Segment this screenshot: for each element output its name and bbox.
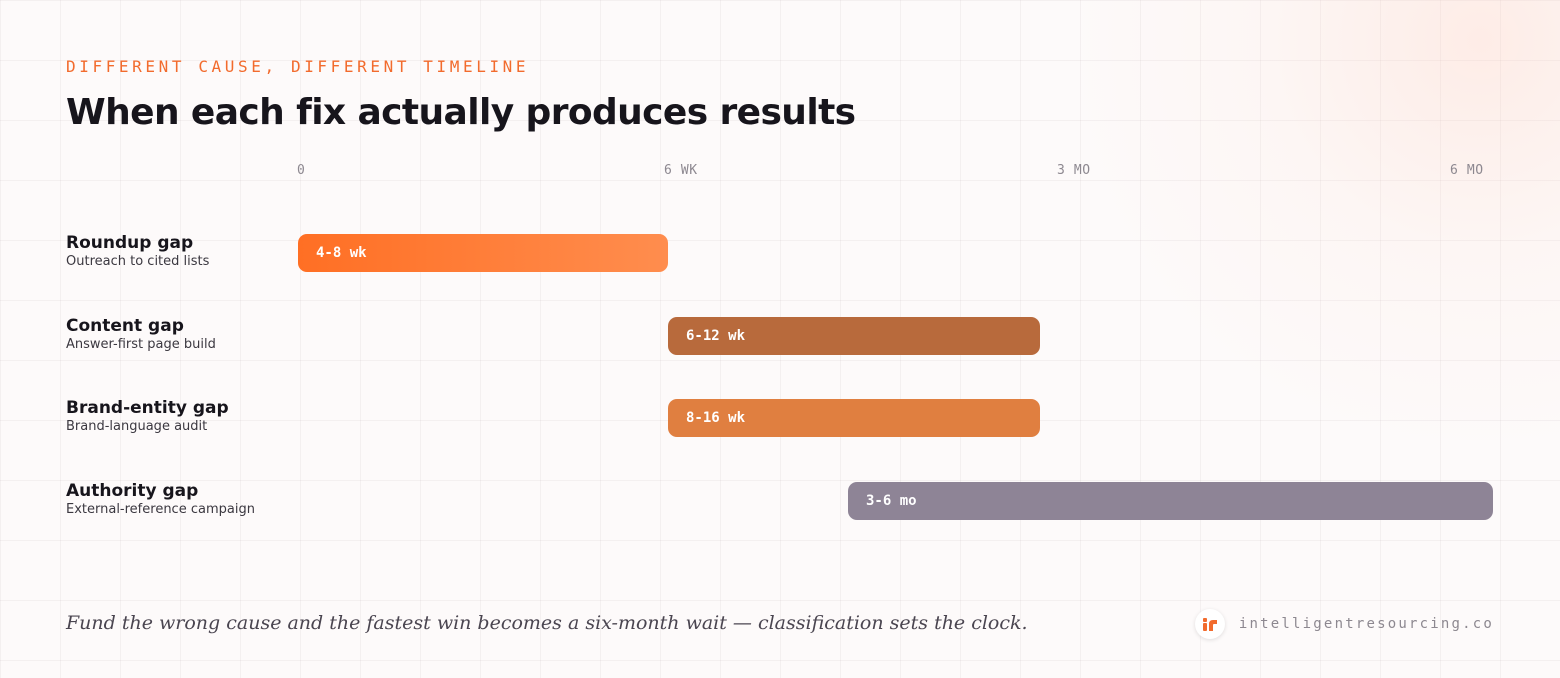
row-label-roundup: Roundup gap Outreach to cited lists xyxy=(66,233,209,269)
axis-tick-0: 0 xyxy=(297,163,306,178)
axis-tick-3: 6 MO xyxy=(1450,163,1484,178)
row-label-content: Content gap Answer-first page build xyxy=(66,316,216,352)
row-subtitle: Answer-first page build xyxy=(66,337,216,352)
bar-roundup: 4-8 wk xyxy=(298,234,668,272)
bar-authority: 3-6 mo xyxy=(848,482,1493,520)
eyebrow-label: DIFFERENT CAUSE, DIFFERENT TIMELINE xyxy=(66,57,530,76)
row-label-brand-entity: Brand-entity gap Brand-language audit xyxy=(66,398,229,434)
bar-label: 4-8 wk xyxy=(316,245,367,261)
bar-label: 8-16 wk xyxy=(686,410,746,426)
row-label-authority: Authority gap External-reference campaig… xyxy=(66,481,255,517)
bar-brand-entity: 8-16 wk xyxy=(668,399,1040,437)
row-subtitle: External-reference campaign xyxy=(66,502,255,517)
bar-content: 6-12 wk xyxy=(668,317,1040,355)
bar-label: 3-6 mo xyxy=(866,493,917,509)
axis-tick-2: 3 MO xyxy=(1057,163,1091,178)
logo-mark xyxy=(1202,618,1217,631)
axis-tick-1: 6 WK xyxy=(664,163,698,178)
row-subtitle: Brand-language audit xyxy=(66,419,208,434)
row-name: Brand-entity gap xyxy=(66,398,229,418)
page-title: When each fix actually produces results xyxy=(66,92,856,133)
brand-domain[interactable]: intelligentresourcing.co xyxy=(1238,616,1494,632)
row-name: Content gap xyxy=(66,316,184,336)
row-subtitle: Outreach to cited lists xyxy=(66,254,210,269)
footer-note: Fund the wrong cause and the fastest win… xyxy=(66,612,1028,634)
bar-label: 6-12 wk xyxy=(686,328,746,344)
intelligent-resourcing-logo-icon xyxy=(1194,609,1225,639)
row-name: Roundup gap xyxy=(66,233,194,253)
brand[interactable]: intelligentresourcing.co xyxy=(1194,609,1494,639)
row-name: Authority gap xyxy=(66,481,199,501)
